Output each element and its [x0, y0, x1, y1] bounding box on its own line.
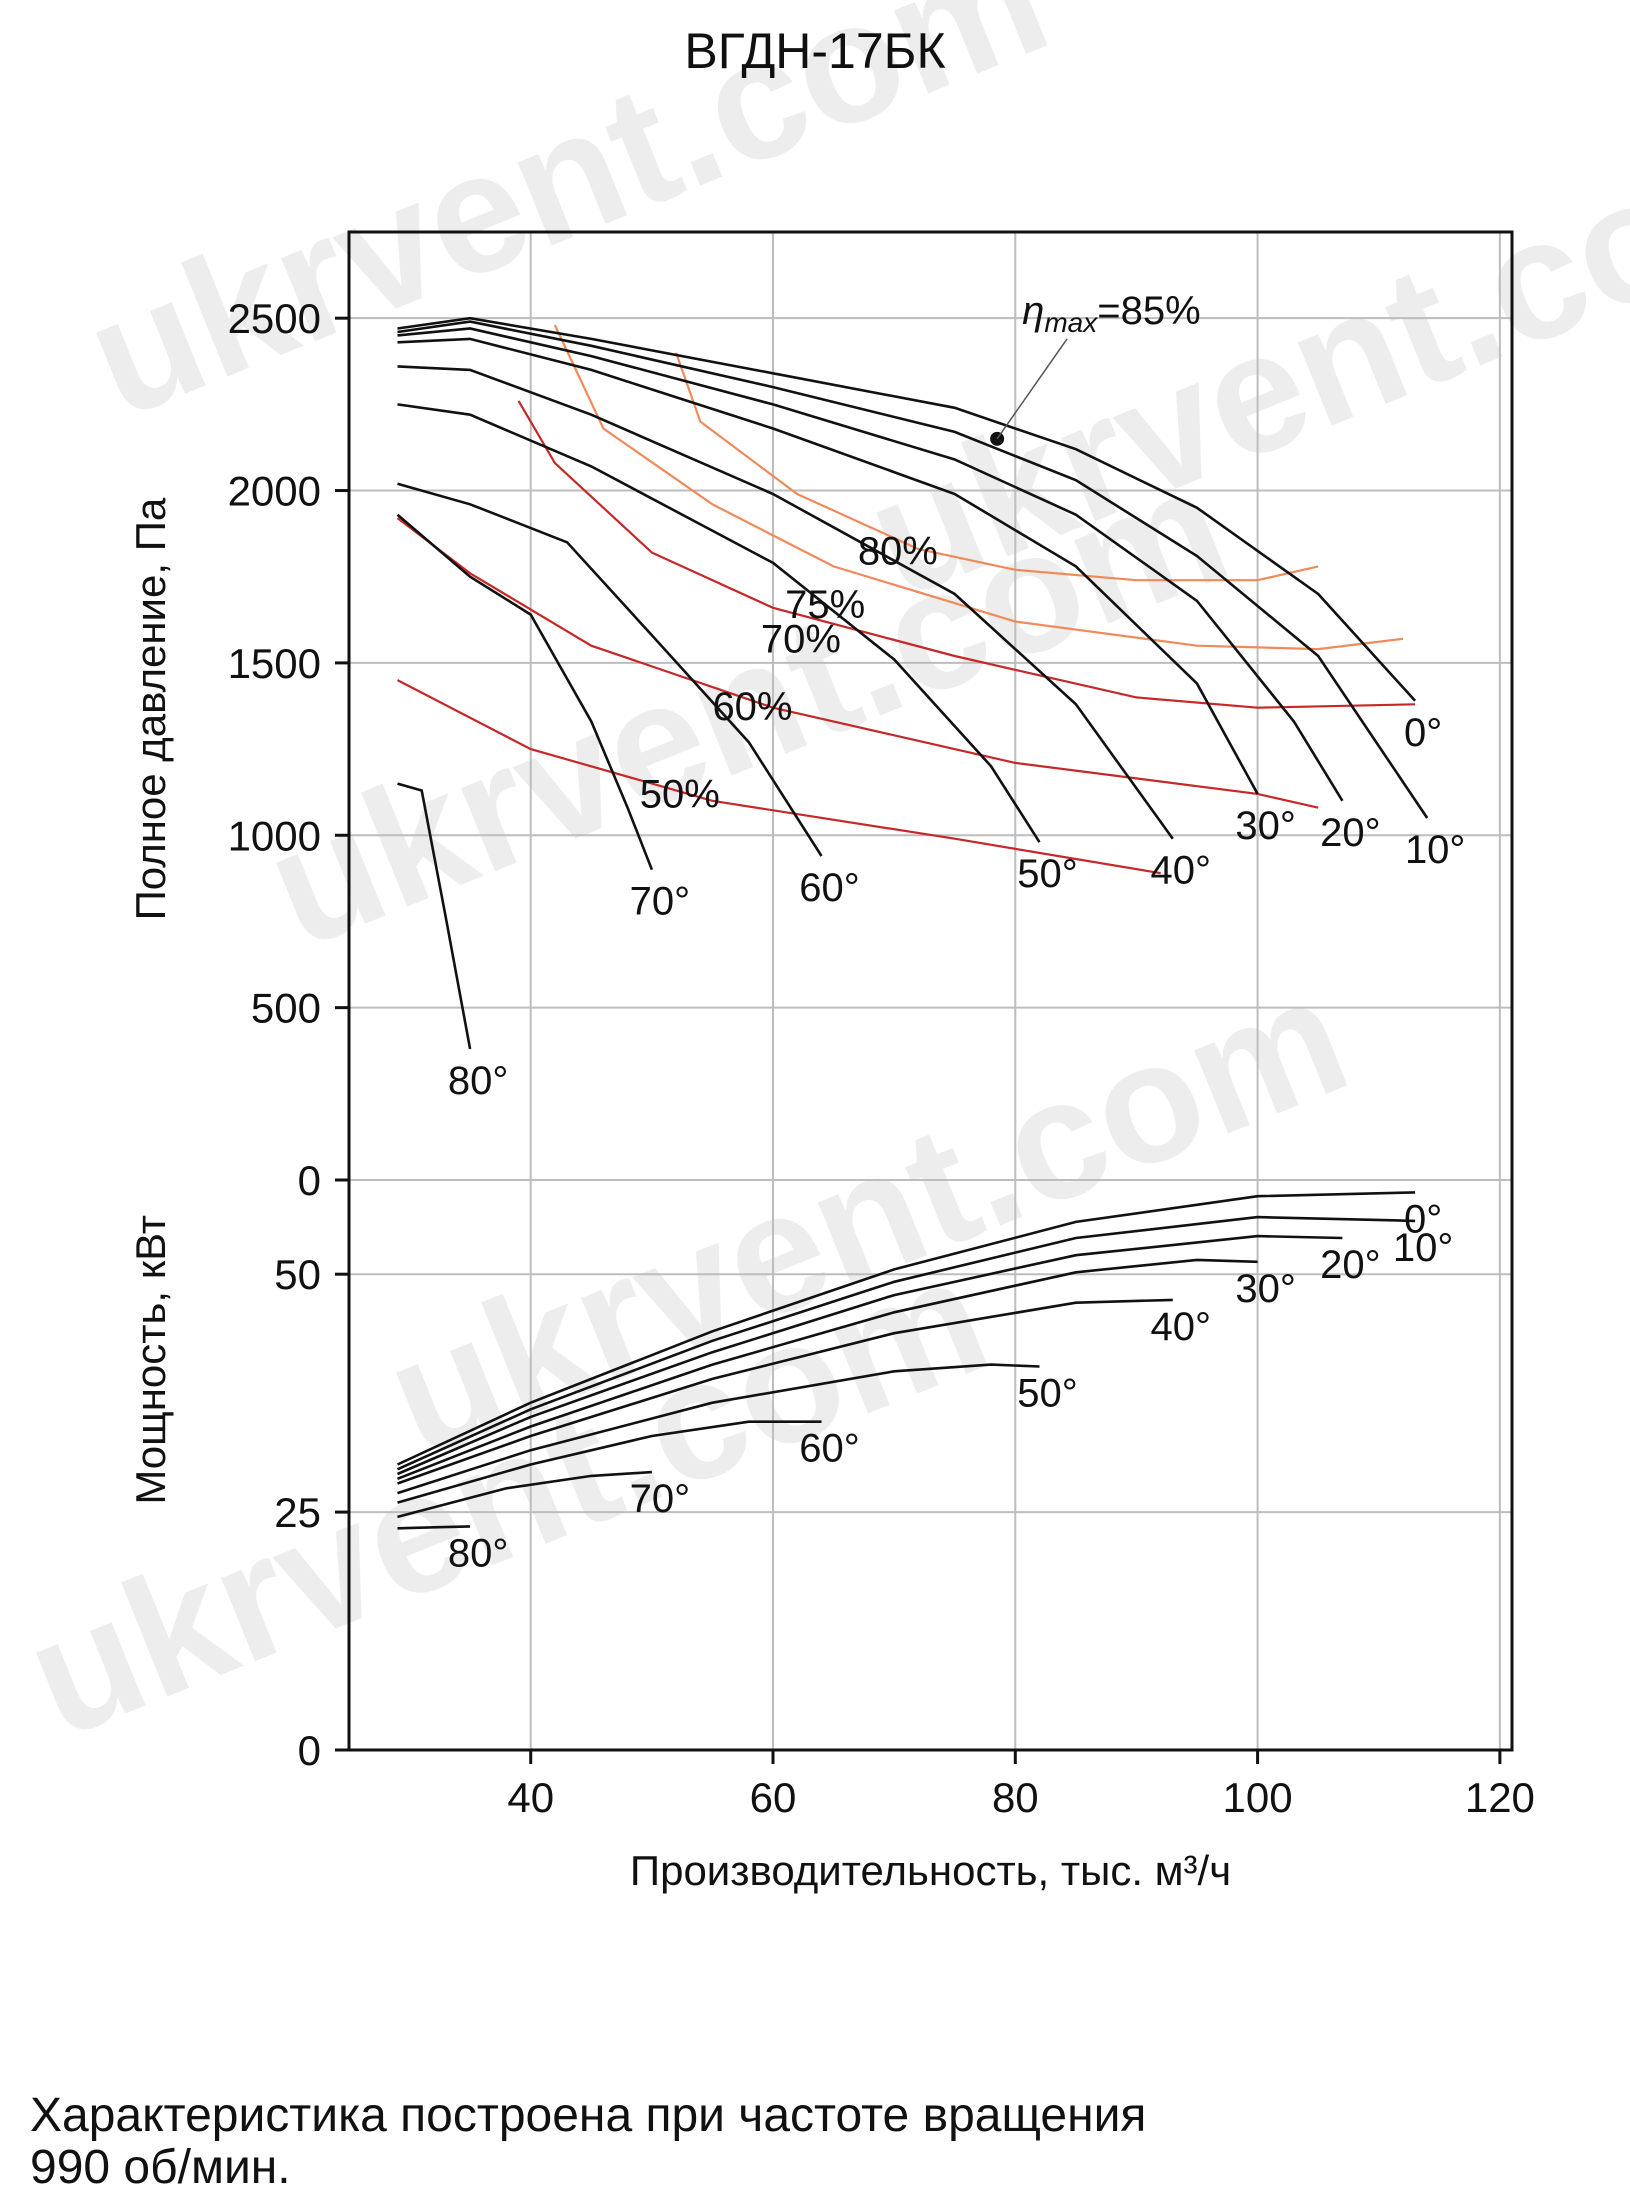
pressure-curve-40° [397, 365, 1174, 840]
efficiency-curve-50% [396, 679, 1161, 875]
x-tick-label: 120 [1465, 1774, 1535, 1821]
x-tick-label: 40 [507, 1774, 554, 1821]
power-curve-30° [397, 1258, 1258, 1481]
power-curve-60° [397, 1420, 822, 1504]
pressure-tick-label: 2500 [228, 295, 321, 342]
power-tick-label: 0 [298, 1727, 321, 1774]
pressure-curve-30° [397, 337, 1259, 795]
footnote-line-1: Характеристика построена при частоте вра… [30, 2089, 1147, 2142]
power-curve-label: 0° [1404, 1197, 1442, 1241]
x-tick-label: 100 [1223, 1774, 1293, 1821]
pressure-curve-70° [396, 513, 654, 871]
pressure-tick-label: 1000 [228, 812, 321, 859]
power-curve-20° [396, 1234, 1343, 1476]
efficiency-curve-80% [675, 352, 1319, 582]
eta-subscript: max [1044, 307, 1098, 338]
pressure-curve-label: 70° [630, 880, 691, 924]
pressure-curve-label: 0° [1404, 711, 1442, 755]
power-curve-label: 80° [448, 1531, 509, 1575]
pressure-curve-20° [397, 327, 1344, 802]
chart-title: ВГДН-17БК [684, 23, 946, 79]
plot-frame [347, 230, 1514, 1752]
efficiency-curve-75% [553, 324, 1404, 651]
power-curve-label: 60° [799, 1427, 860, 1471]
max-efficiency-leader [996, 338, 1068, 440]
pressure-curve-10° [397, 320, 1429, 819]
efficiency-label: 75% [785, 583, 865, 627]
pressure-curve-label: 50° [1017, 852, 1078, 896]
pressure-axis-title: Полное давление, Па [127, 497, 174, 920]
power-curve-label: 50° [1017, 1372, 1078, 1416]
power-curve-0° [396, 1191, 1416, 1466]
power-curve-80° [397, 1525, 471, 1530]
x-tick-label: 60 [750, 1774, 797, 1821]
eta-value: =85% [1097, 289, 1200, 333]
pressure-curve-label: 20° [1320, 811, 1381, 855]
max-efficiency-label: ηmax=85% [1022, 289, 1201, 338]
power-axis-title: Мощность, кВт [127, 1215, 174, 1505]
power-curve-70° [397, 1470, 652, 1519]
x-tick-label: 80 [992, 1774, 1039, 1821]
efficiency-curve-70% [517, 400, 1416, 709]
efficiency-label: 80% [858, 530, 938, 574]
power-curve-label: 30° [1235, 1267, 1296, 1311]
efficiency-label: 70% [761, 618, 841, 662]
pressure-curve-60° [397, 482, 823, 857]
pressure-curve-0° [397, 316, 1417, 702]
efficiency-label: 60% [712, 685, 792, 729]
pressure-curve-label: 40° [1151, 849, 1212, 893]
x-axis-title: Производительность, тыс. м³/ч [630, 1847, 1231, 1894]
pressure-curve-80° [397, 782, 472, 1050]
grid-lines [349, 232, 1512, 1751]
power-curve-50° [397, 1363, 1040, 1495]
efficiency-label: 50% [640, 773, 720, 817]
pressure-curve-label: 10° [1405, 828, 1466, 872]
watermark-text: ukrvent.com [63, 0, 1071, 454]
power-curve-label: 10° [1393, 1226, 1454, 1270]
blade-angle-curves [396, 316, 1429, 1050]
power-curves [396, 1191, 1416, 1530]
pressure-tick-label: 500 [251, 985, 321, 1032]
pressure-curve-label: 80° [448, 1059, 509, 1103]
pressure-tick-label: 2000 [228, 468, 321, 515]
fan-performance-chart: ukrvent.comukrvent.comukrvent.comukrvent… [3, 0, 1630, 1894]
pressure-curve-label: 60° [799, 866, 860, 910]
axes: 40 60 80 100 120 0 500 1000 1500 2000 2500 0 25 50 Про… [127, 295, 1535, 1894]
pressure-curve-50° [397, 403, 1041, 843]
power-curve-label: 70° [630, 1477, 691, 1521]
power-tick-label: 50 [274, 1251, 321, 1298]
power-curve-10° [396, 1215, 1416, 1471]
pressure-curve-label: 30° [1235, 804, 1296, 848]
power-curve-label: 40° [1151, 1305, 1212, 1349]
power-curve-label: 20° [1320, 1243, 1381, 1287]
power-tick-label: 25 [274, 1489, 321, 1536]
pressure-tick-label: 1500 [228, 640, 321, 687]
pressure-tick-label: 0 [298, 1157, 321, 1204]
power-curve-40° [397, 1298, 1173, 1485]
footnote-line-2: 990 об/мин. [30, 2141, 291, 2194]
curve-labels: 50%60%70%75%80%0°10°20°30°40°50°60°70°80… [448, 289, 1466, 1576]
footnote: Характеристика построена при частоте вра… [30, 2090, 1146, 2194]
eta-symbol: η [1022, 289, 1044, 333]
